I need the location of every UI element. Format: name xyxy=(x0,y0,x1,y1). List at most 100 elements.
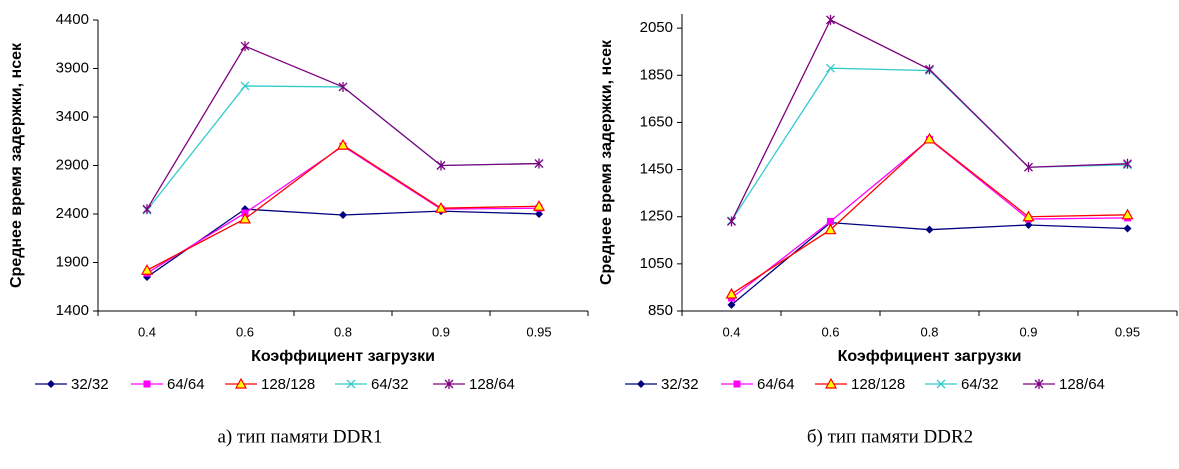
data-point xyxy=(827,217,834,225)
marker-shape xyxy=(725,287,738,299)
data-point xyxy=(1024,220,1033,229)
legend-label: 64/64 xyxy=(757,376,795,393)
y-tick-label: 850 xyxy=(648,302,673,319)
x-axis-title: Коэффициент загрузки xyxy=(838,348,1022,365)
data-point xyxy=(1123,158,1132,169)
data-point xyxy=(336,138,350,150)
marker-shape xyxy=(339,210,347,219)
data-point xyxy=(238,212,252,224)
series-line xyxy=(731,221,1128,306)
marker-shape xyxy=(535,210,543,218)
marker-shape xyxy=(733,380,741,388)
series-line xyxy=(730,19,1128,222)
y-tick-label: 1900 xyxy=(56,253,89,270)
data-point xyxy=(1024,162,1033,173)
y-tick-label: 1400 xyxy=(56,302,89,319)
y-tick-label: 3400 xyxy=(56,108,89,125)
y-tick-label: 3900 xyxy=(56,59,89,76)
data-point xyxy=(826,14,835,25)
marker-shape xyxy=(1123,224,1132,233)
data-point xyxy=(826,63,835,73)
marker-shape xyxy=(824,377,838,389)
y-tick-label: 2050 xyxy=(640,19,673,36)
data-point xyxy=(434,201,448,213)
data-point xyxy=(824,223,837,235)
marker-shape xyxy=(240,81,250,91)
marker-shape xyxy=(727,300,736,309)
legend-label: 128/128 xyxy=(261,376,315,393)
marker-shape xyxy=(827,217,834,225)
legend-label: 128/128 xyxy=(851,376,905,393)
marker-shape xyxy=(47,380,55,388)
data-point xyxy=(923,132,936,144)
legend-marker xyxy=(1034,379,1044,389)
x-tick-label: 0.4 xyxy=(138,324,156,339)
data-point xyxy=(339,210,347,219)
data-point xyxy=(534,158,544,169)
marker-shape xyxy=(936,379,946,389)
legend-marker xyxy=(637,380,645,388)
y-axis-title: Среднее время задержки, нсек xyxy=(598,39,615,285)
marker-shape xyxy=(434,201,448,213)
legend-label: 32/32 xyxy=(661,376,699,393)
data-point xyxy=(1123,224,1132,233)
data-point xyxy=(140,264,154,275)
legend-marker xyxy=(47,380,55,388)
x-tick-label: 0.9 xyxy=(432,324,450,339)
caption: б) тип памяти DDR2 xyxy=(807,426,973,447)
marker-shape xyxy=(1024,220,1033,229)
x-tick-label: 0.9 xyxy=(1019,324,1037,339)
legend-marker xyxy=(936,379,946,389)
marker-shape xyxy=(824,223,837,235)
marker-shape xyxy=(140,264,154,275)
legend-label: 32/32 xyxy=(71,376,109,393)
data-point xyxy=(535,210,543,218)
series-line xyxy=(731,138,1128,295)
legend-label: 64/32 xyxy=(961,376,999,393)
marker-shape xyxy=(346,379,356,389)
legend-label: 64/32 xyxy=(371,376,409,393)
caption: а) тип памяти DDR1 xyxy=(217,426,382,447)
y-axis-title: Среднее время задержки, нсек xyxy=(8,42,25,288)
series-line xyxy=(146,45,540,210)
marker-shape xyxy=(1121,208,1134,220)
legend-label: 64/64 xyxy=(167,376,205,393)
data-point xyxy=(727,300,736,309)
legend-label: 128/64 xyxy=(1059,376,1105,393)
data-point xyxy=(436,160,446,171)
y-tick-label: 1450 xyxy=(640,161,673,178)
marker-shape xyxy=(826,63,835,73)
marker-shape xyxy=(532,200,546,211)
data-point xyxy=(1022,210,1035,222)
marker-shape xyxy=(336,138,350,150)
marker-shape xyxy=(1022,210,1035,222)
legend-marker xyxy=(824,377,838,389)
data-point xyxy=(240,41,250,52)
x-tick-label: 0.8 xyxy=(334,324,352,339)
marker-shape xyxy=(925,225,934,234)
y-tick-label: 2900 xyxy=(56,156,89,173)
data-point xyxy=(725,287,738,299)
x-tick-label: 0.95 xyxy=(526,324,551,339)
series-line xyxy=(731,138,1128,299)
x-tick-label: 0.6 xyxy=(821,324,839,339)
y-tick-label: 2400 xyxy=(56,205,89,222)
data-point xyxy=(925,64,934,75)
data-point xyxy=(338,81,348,92)
y-tick-label: 1650 xyxy=(640,113,673,130)
y-tick-label: 1050 xyxy=(640,255,673,272)
marker-shape xyxy=(238,212,252,224)
y-tick-label: 1250 xyxy=(640,208,673,225)
y-tick-label: 4400 xyxy=(56,11,89,28)
data-point xyxy=(727,216,736,227)
x-tick-label: 0.95 xyxy=(1115,324,1140,339)
x-tick-label: 0.6 xyxy=(236,324,254,339)
legend-label: 128/64 xyxy=(469,376,515,393)
data-point xyxy=(1121,208,1134,220)
data-point xyxy=(925,225,934,234)
data-point xyxy=(240,81,250,91)
marker-shape xyxy=(143,380,151,388)
data-point xyxy=(142,204,152,215)
series-line xyxy=(730,67,1128,222)
